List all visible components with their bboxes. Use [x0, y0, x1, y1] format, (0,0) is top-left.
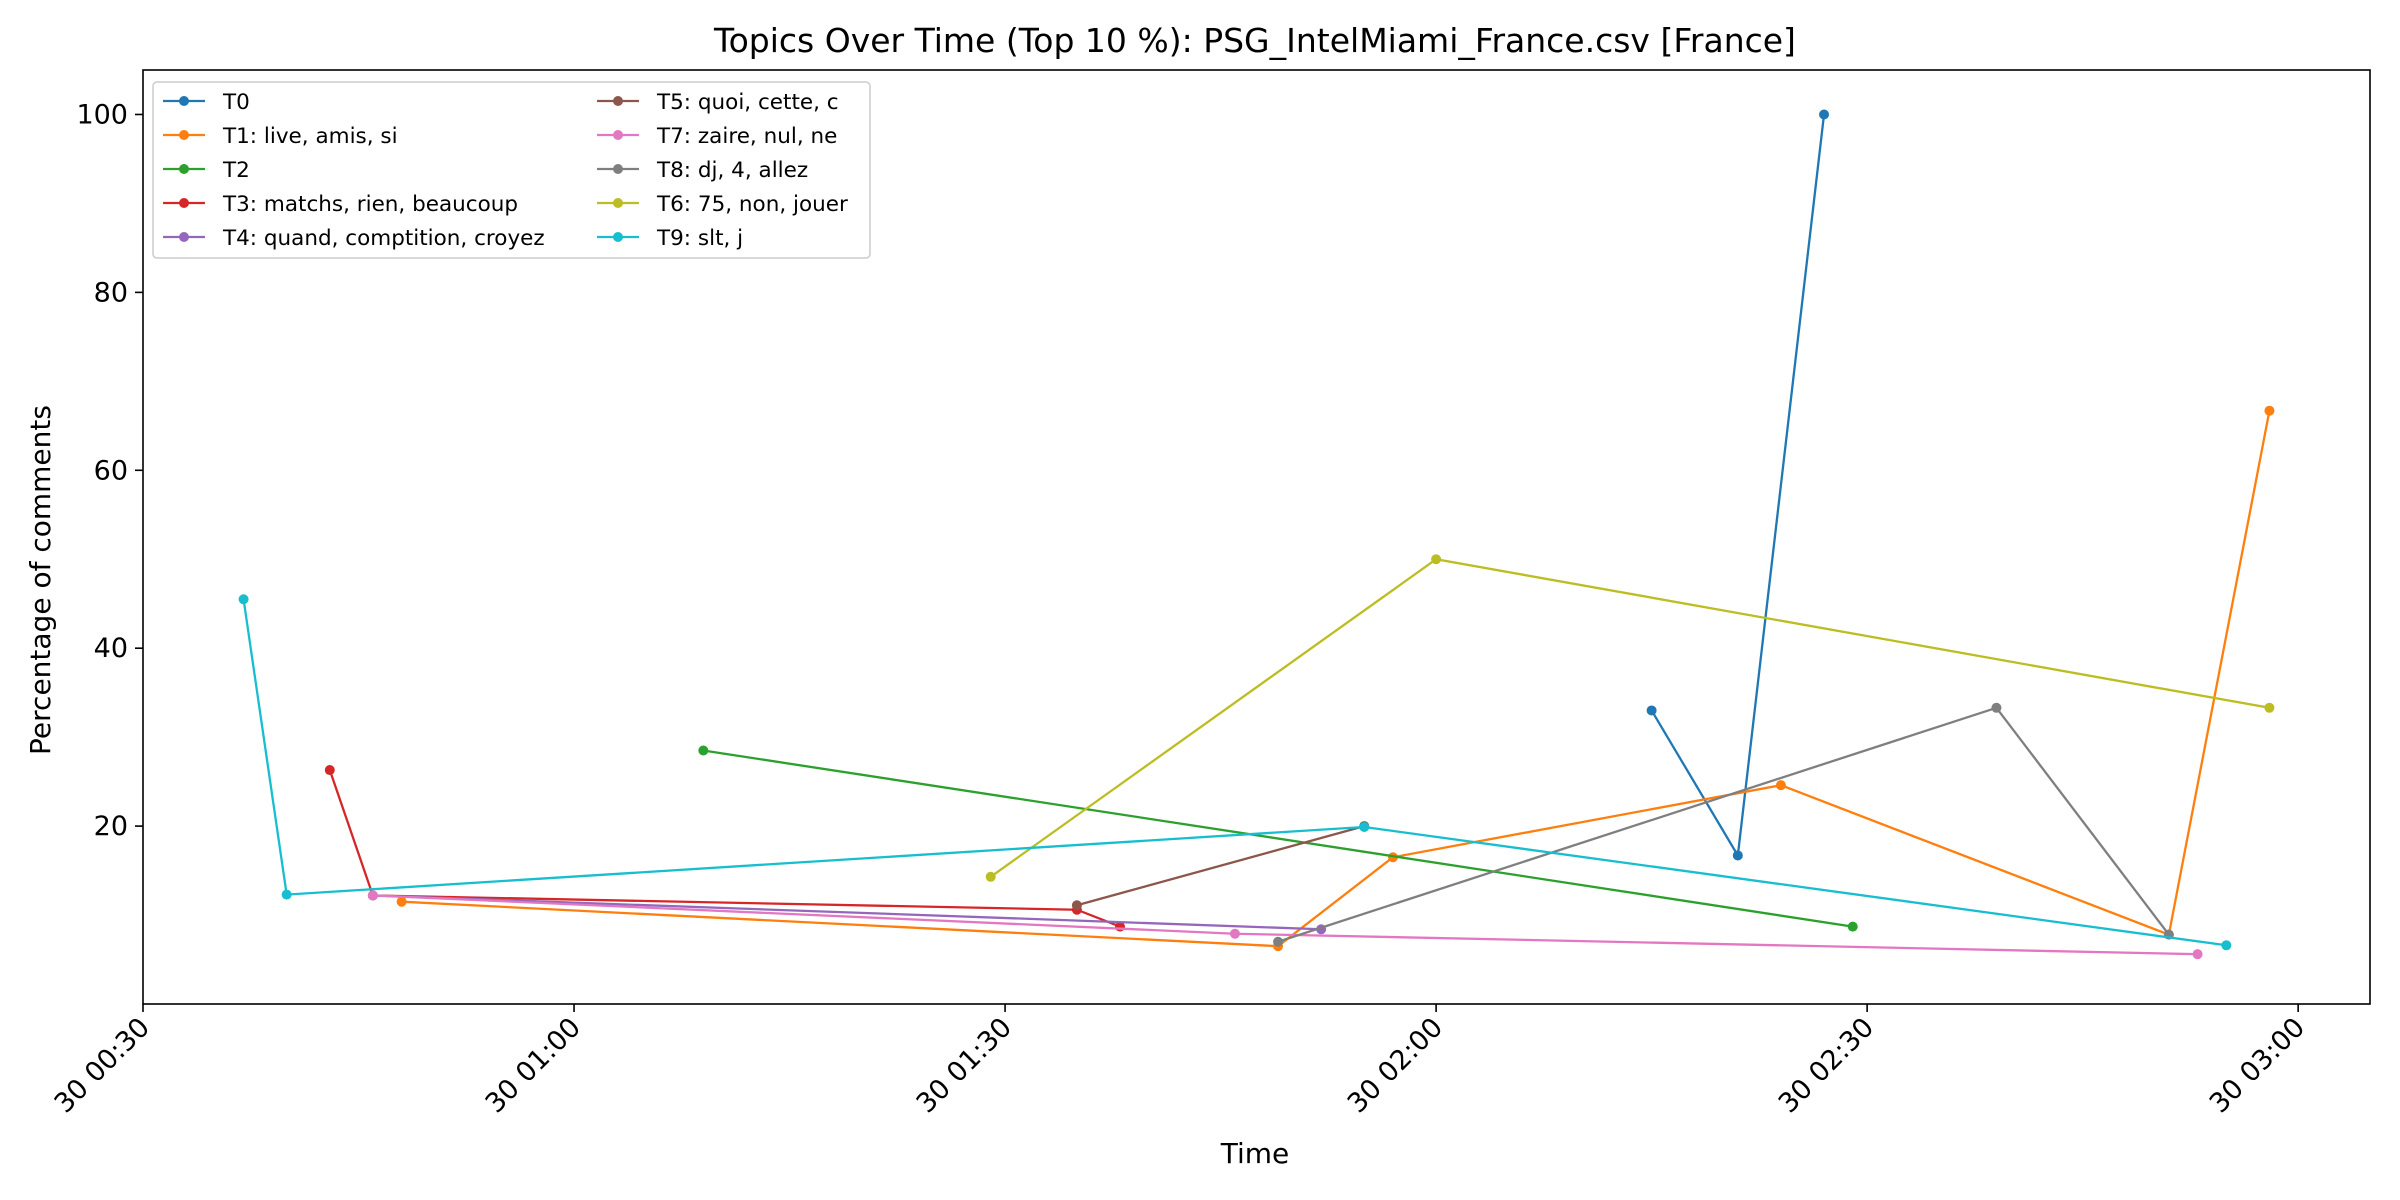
data-point [1359, 821, 1370, 832]
legend-label: T5: quoi, cette, c [656, 90, 839, 115]
series-line [242, 599, 2227, 947]
plot-frame [142, 69, 2371, 1005]
legend-label: T9: slt, j [656, 226, 743, 251]
y-tick-label: 60 [94, 455, 128, 486]
data-point [1819, 109, 1830, 120]
data-point [1229, 928, 1240, 939]
legend-item: T2 [163, 158, 250, 183]
legend: T0 T1: live, amis, si T2 T3: matchs, rien, … [152, 81, 871, 259]
legend-marker [179, 198, 189, 208]
data-point [281, 889, 292, 900]
legend-item: T1: live, amis, si [163, 124, 398, 149]
plot-lines [238, 109, 2275, 960]
legend-label: T8: dj, 4, allez [656, 158, 808, 183]
legend-marker [613, 96, 623, 106]
data-point [1732, 850, 1743, 861]
series-0 [1646, 109, 1830, 861]
series-6 [367, 890, 2203, 960]
legend-label: T4: quand, comptition, croyez [222, 226, 545, 251]
data-point [1775, 780, 1786, 791]
legend-marker [179, 232, 189, 242]
legend-item: T4: quand, comptition, croyez [163, 226, 545, 251]
legend-box [152, 81, 871, 259]
legend-item: T3: matchs, rien, beaucoup [163, 192, 518, 217]
legend-label: T3: matchs, rien, beaucoup [222, 192, 518, 217]
legend-label: T1: live, amis, si [222, 124, 398, 149]
data-point [2192, 949, 2203, 960]
series-line [328, 769, 1121, 928]
series-line [703, 749, 1853, 928]
legend-marker [613, 198, 623, 208]
y-tick-label: 40 [94, 633, 128, 664]
legend-item: T5: quoi, cette, c [597, 90, 839, 115]
legend-marker [613, 164, 623, 174]
data-point [1431, 554, 1442, 565]
data-point [1273, 936, 1284, 947]
series-2 [698, 745, 1858, 932]
data-point [1847, 921, 1858, 932]
legend-marker [613, 130, 623, 140]
legend-label: T6: 75, non, jouer [656, 192, 848, 217]
data-point [1071, 900, 1082, 911]
data-point [2221, 940, 2232, 951]
legend-marker [179, 130, 189, 140]
legend-label: T7: zaire, nul, ne [656, 124, 837, 149]
data-point [698, 745, 709, 756]
series-line [1076, 824, 1365, 907]
data-point [985, 871, 996, 882]
legend-item: T9: slt, j [597, 226, 743, 251]
y-tick-label: 80 [94, 277, 128, 308]
y-tick-label: 20 [94, 811, 128, 842]
data-point [1991, 702, 2002, 713]
legend-marker [179, 96, 189, 106]
legend-label: T2 [222, 158, 250, 183]
legend-item: T7: zaire, nul, ne [597, 124, 837, 149]
data-point [2264, 702, 2275, 713]
legend-item: T6: 75, non, jouer [597, 192, 848, 217]
x-axis-label: Time [1220, 1137, 1290, 1170]
data-point [2264, 405, 2275, 416]
legend-item: T8: dj, 4, allez [597, 158, 808, 183]
data-point [1646, 705, 1657, 716]
legend-label: T0 [222, 90, 250, 115]
series-8 [985, 554, 2275, 882]
legend-item: T0 [163, 90, 250, 115]
data-point [396, 896, 407, 907]
chart-title: Topics Over Time (Top 10 %): PSG_IntelMi… [713, 21, 1796, 60]
data-point [238, 594, 249, 605]
y-tick-label: 100 [76, 99, 128, 130]
y-axis-label: Percentage of comments [24, 405, 57, 755]
data-point [367, 890, 378, 901]
series-line [372, 894, 1322, 931]
data-point [324, 765, 335, 776]
series-9 [238, 594, 2232, 951]
legend-marker [613, 232, 623, 242]
series-line [401, 410, 2271, 948]
legend-marker [179, 164, 189, 174]
